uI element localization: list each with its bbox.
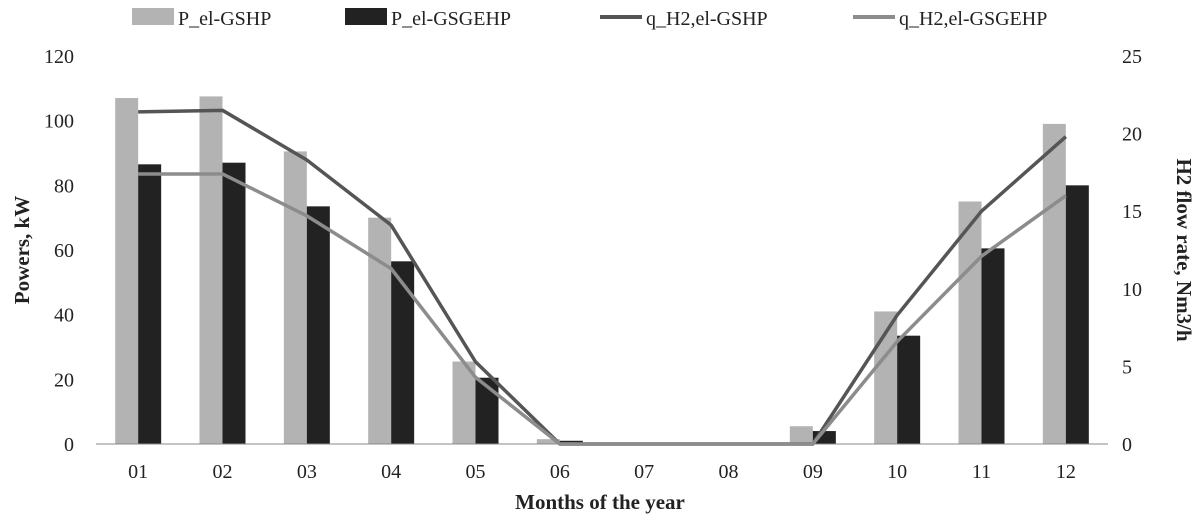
x-tick-label: 10 <box>887 461 907 483</box>
y-axis-left-ticks: 0 20 40 60 80 100 120 <box>44 46 74 456</box>
legend-swatch-p-el-gsgehp <box>345 8 387 25</box>
x-tick-label: 06 <box>550 461 570 483</box>
x-tick-label: 07 <box>634 461 654 483</box>
bar-p-el-gshp-03 <box>283 151 307 444</box>
legend-label-q-h2-el-gshp: q_H2,el-GSHP <box>646 8 768 30</box>
legend-swatch-p-el-gshp <box>132 8 174 25</box>
legend-label-p-el-gshp: P_el-GSHP <box>178 8 271 30</box>
x-tick-label: 02 <box>213 461 233 483</box>
y-tick-label: 60 <box>54 240 74 262</box>
y2-tick-label: 15 <box>1122 201 1142 223</box>
y-tick-label: 0 <box>64 434 74 456</box>
bar-p-el-gsgehp-12 <box>1065 185 1089 445</box>
x-tick-label: 05 <box>466 461 486 483</box>
bar-p-el-gshp-01 <box>115 98 139 445</box>
bar-p-el-gshp-02 <box>199 96 223 445</box>
x-tick-label: 01 <box>128 461 148 483</box>
y2-tick-label: 0 <box>1122 434 1132 456</box>
bar-p-el-gshp-04 <box>368 217 392 444</box>
y-tick-label: 40 <box>54 305 74 327</box>
y-tick-label: 80 <box>54 175 74 197</box>
plot-area <box>96 96 1108 446</box>
bar-p-el-gsgehp-02 <box>222 162 246 444</box>
x-tick-label: 08 <box>719 461 739 483</box>
y2-tick-label: 25 <box>1122 46 1142 68</box>
y2-tick-label: 10 <box>1122 279 1142 301</box>
x-tick-label: 11 <box>972 461 991 483</box>
y-tick-label: 20 <box>54 369 74 391</box>
x-axis-ticks: 01 02 03 04 05 06 07 08 09 10 11 12 <box>128 461 1076 483</box>
bar-p-el-gsgehp-03 <box>306 206 330 444</box>
bar-p-el-gshp-05 <box>452 361 476 444</box>
x-tick-label: 12 <box>1056 461 1076 483</box>
bar-p-el-gsgehp-11 <box>981 248 1005 444</box>
y-axis-right-ticks: 0 5 10 15 20 25 <box>1122 46 1142 456</box>
bar-p-el-gsgehp-04 <box>391 261 415 444</box>
bar-p-el-gshp-12 <box>1042 123 1066 445</box>
x-axis-title: Months of the year <box>515 490 685 514</box>
y2-tick-label: 20 <box>1122 124 1142 146</box>
line-q-h2-el-gshp <box>138 108 1067 446</box>
x-tick-label: 03 <box>297 461 317 483</box>
bar-p-el-gsgehp-01 <box>138 164 162 445</box>
legend-label-p-el-gsgehp: P_el-GSGEHP <box>391 8 511 30</box>
y-tick-label: 120 <box>44 46 74 68</box>
bar-p-el-gshp-09 <box>789 426 813 444</box>
legend-label-q-h2-el-gsgehp: q_H2,el-GSGEHP <box>899 8 1047 30</box>
bar-p-el-gsgehp-10 <box>897 335 921 444</box>
x-tick-label: 04 <box>381 461 401 483</box>
y2-tick-label: 5 <box>1122 356 1132 378</box>
x-tick-label: 09 <box>803 461 823 483</box>
y-axis-left-title: Powers, kW <box>10 196 34 305</box>
y-axis-right-title: H2 flow rate, Nm3/h <box>1172 158 1194 341</box>
line-q-h2-el-gsgehp <box>138 172 1067 446</box>
y-tick-label: 100 <box>44 111 74 133</box>
bar-p-el-gsgehp-05 <box>475 377 499 444</box>
chart-legend: P_el-GSHP P_el-GSGEHP q_H2,el-GSHP q_H2,el-… <box>132 8 1047 30</box>
bar-p-el-gshp-06 <box>536 439 560 444</box>
